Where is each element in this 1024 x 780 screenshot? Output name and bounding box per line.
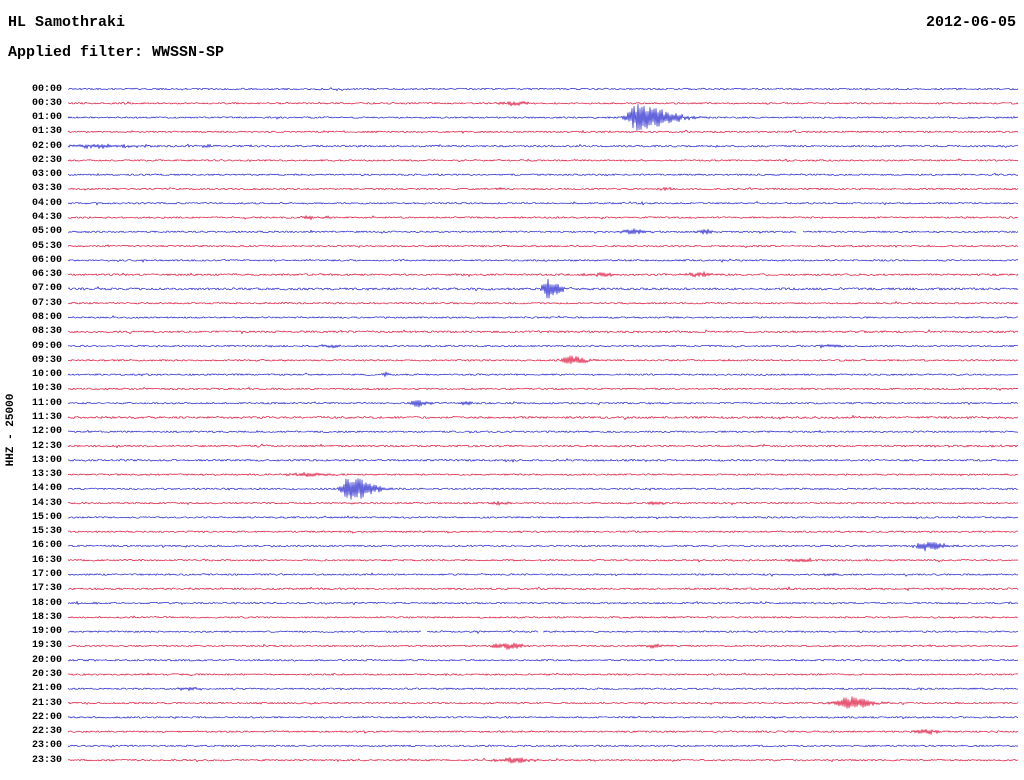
time-label: 23:00 (31, 740, 62, 752)
time-label: 20:00 (31, 654, 62, 666)
time-label: 20:30 (31, 668, 62, 680)
time-label: 08:00 (31, 311, 62, 323)
time-label: 17:30 (31, 583, 62, 595)
time-label: 01:00 (31, 112, 62, 124)
time-label: 18:30 (31, 611, 62, 623)
time-label: 04:00 (31, 197, 62, 209)
time-label: 07:30 (31, 297, 62, 309)
time-label: 00:30 (31, 97, 62, 109)
time-label: 02:30 (31, 154, 62, 166)
time-label: 19:00 (31, 626, 62, 638)
time-label: 09:00 (31, 340, 62, 352)
time-label: 15:30 (31, 526, 62, 538)
time-label: 09:30 (31, 354, 62, 366)
time-label: 23:30 (31, 754, 62, 766)
time-label: 02:00 (31, 140, 62, 152)
time-label: 14:30 (31, 497, 62, 509)
time-label: 10:00 (31, 369, 62, 381)
time-label: 14:00 (31, 483, 62, 495)
time-label: 22:30 (31, 726, 62, 738)
time-label: 11:30 (31, 411, 62, 423)
time-label: 16:00 (31, 540, 62, 552)
time-label: 04:30 (31, 212, 62, 224)
time-label: 16:30 (31, 554, 62, 566)
time-label: 01:30 (31, 126, 62, 138)
time-label: 19:30 (31, 640, 62, 652)
station-title: HL Samothraki (8, 14, 126, 31)
time-label: 12:00 (31, 426, 62, 438)
time-label: 05:00 (31, 226, 62, 238)
time-label: 06:30 (31, 269, 62, 281)
time-label: 21:00 (31, 683, 62, 695)
record-date: 2012-06-05 (925, 14, 1016, 31)
time-label: 13:00 (31, 454, 62, 466)
time-label: 18:00 (31, 597, 62, 609)
time-label: 12:30 (31, 440, 62, 452)
time-label: 10:30 (31, 383, 62, 395)
time-label: 05:30 (31, 240, 62, 252)
time-label: 00:00 (31, 83, 62, 95)
time-label: 22:00 (31, 711, 62, 723)
time-label: 03:00 (31, 169, 62, 181)
time-label: 06:00 (31, 254, 62, 266)
time-label: 11:00 (31, 397, 62, 409)
time-label: 07:00 (31, 283, 62, 295)
applied-filter-label: Applied filter: WWSSN-SP (8, 44, 225, 61)
time-label: 08:30 (31, 326, 62, 338)
time-label: 17:00 (31, 569, 62, 581)
time-label: 15:00 (31, 511, 62, 523)
time-label: 21:30 (31, 697, 62, 709)
time-label: 03:30 (31, 183, 62, 195)
time-label: 13:30 (31, 469, 62, 481)
